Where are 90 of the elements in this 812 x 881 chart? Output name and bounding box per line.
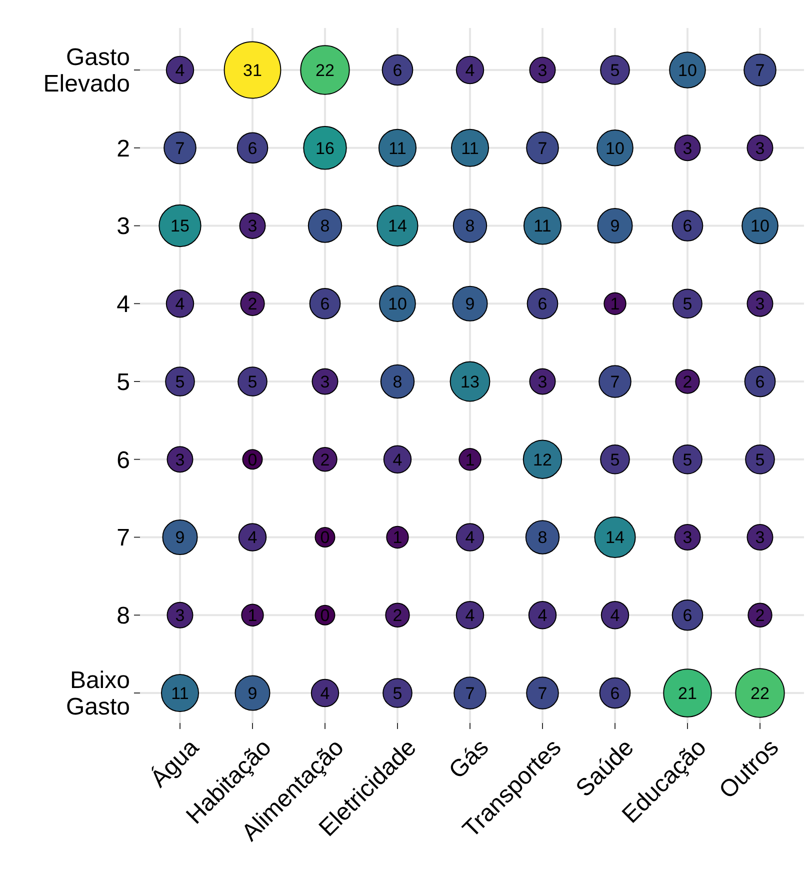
data-label: 9 xyxy=(610,216,620,236)
data-label: 8 xyxy=(538,528,548,548)
y-tick-label: 4 xyxy=(116,291,130,318)
data-label: 10 xyxy=(606,138,624,158)
data-label: 6 xyxy=(248,138,258,158)
data-label: 1 xyxy=(248,606,258,626)
data-label: 5 xyxy=(682,450,692,470)
data-label: 6 xyxy=(538,294,548,314)
data-label: 15 xyxy=(170,216,190,236)
y-tick-label: 5 xyxy=(116,368,130,396)
data-label: 0 xyxy=(320,606,330,626)
data-label: 1 xyxy=(392,528,402,548)
data-label: 14 xyxy=(606,528,624,548)
data-label: 6 xyxy=(392,60,402,80)
data-label: 3 xyxy=(175,450,185,470)
data-label: 10 xyxy=(678,60,697,80)
data-label: 4 xyxy=(465,606,475,626)
data-label: 9 xyxy=(175,528,185,548)
data-label: 4 xyxy=(175,60,185,80)
data-label: 5 xyxy=(392,684,402,703)
data-label: 11 xyxy=(171,684,189,703)
data-label: 3 xyxy=(755,294,765,314)
data-label: 5 xyxy=(175,372,185,392)
data-label: 3 xyxy=(538,372,548,392)
y-tick-label: 3 xyxy=(116,213,130,240)
data-label: 2 xyxy=(392,606,402,626)
data-label: 11 xyxy=(388,138,406,158)
data-label: 5 xyxy=(610,450,620,470)
data-label: 0 xyxy=(320,528,330,548)
data-label: 4 xyxy=(465,528,475,548)
data-label: 1 xyxy=(465,450,475,470)
data-label: 5 xyxy=(755,450,765,470)
data-label: 9 xyxy=(465,294,475,314)
data-label: 0 xyxy=(248,450,258,470)
data-label: 5 xyxy=(610,60,620,80)
y-tick-label: 6 xyxy=(116,446,130,474)
data-label: 4 xyxy=(465,60,475,80)
data-label: 10 xyxy=(750,216,770,236)
data-label: 7 xyxy=(538,138,548,158)
data-label: 3 xyxy=(175,606,185,626)
data-label: 6 xyxy=(682,216,692,236)
data-label: 12 xyxy=(533,450,552,470)
data-label: 3 xyxy=(320,372,330,392)
data-label: 1 xyxy=(610,294,620,314)
data-label: 7 xyxy=(175,138,185,158)
data-label: 7 xyxy=(465,684,475,703)
data-label: 2 xyxy=(755,606,765,626)
data-label: 4 xyxy=(175,294,185,314)
data-label: 2 xyxy=(682,372,692,392)
data-label: 3 xyxy=(682,528,692,548)
data-label: 3 xyxy=(538,60,548,80)
data-label: 4 xyxy=(538,606,548,626)
data-label: 4 xyxy=(248,528,258,548)
y-tick-label: 2 xyxy=(116,135,130,162)
data-label: 5 xyxy=(248,372,258,392)
data-label: 8 xyxy=(465,216,475,236)
data-label: 14 xyxy=(388,216,407,236)
y-tick-label: 8 xyxy=(116,602,130,630)
data-label: 2 xyxy=(320,450,330,470)
y-tick-label: 7 xyxy=(116,524,130,552)
data-label: 10 xyxy=(388,294,407,314)
data-label: 8 xyxy=(320,216,330,236)
data-label: 6 xyxy=(755,372,765,392)
data-label: 3 xyxy=(248,216,258,236)
data-label: 3 xyxy=(755,138,765,158)
data-label: 2 xyxy=(248,294,258,314)
data-label: 5 xyxy=(682,294,692,314)
data-label: 21 xyxy=(678,684,697,703)
y-tick-label: Gasto Elevado xyxy=(43,44,130,98)
data-label: 7 xyxy=(610,372,620,392)
data-label: 11 xyxy=(534,216,552,236)
data-label: 8 xyxy=(392,372,402,392)
data-label: 7 xyxy=(755,60,765,80)
data-label: 9 xyxy=(248,684,258,703)
data-label: 3 xyxy=(755,528,765,548)
data-label: 31 xyxy=(243,60,262,80)
data-label: 7 xyxy=(538,684,548,703)
data-label: 3 xyxy=(682,138,692,158)
data-label: 22 xyxy=(316,60,334,80)
data-label: 4 xyxy=(610,606,620,626)
y-tick-label: Baixo Gasto xyxy=(66,667,130,721)
data-label: 16 xyxy=(316,138,334,158)
data-label: 22 xyxy=(750,684,770,703)
data-label: 6 xyxy=(610,684,620,703)
data-label: 13 xyxy=(460,372,480,392)
data-label: 6 xyxy=(320,294,330,314)
data-label: 4 xyxy=(392,450,402,470)
data-label: 6 xyxy=(682,606,692,626)
data-label: 11 xyxy=(461,138,479,158)
data-label: 4 xyxy=(320,684,330,703)
